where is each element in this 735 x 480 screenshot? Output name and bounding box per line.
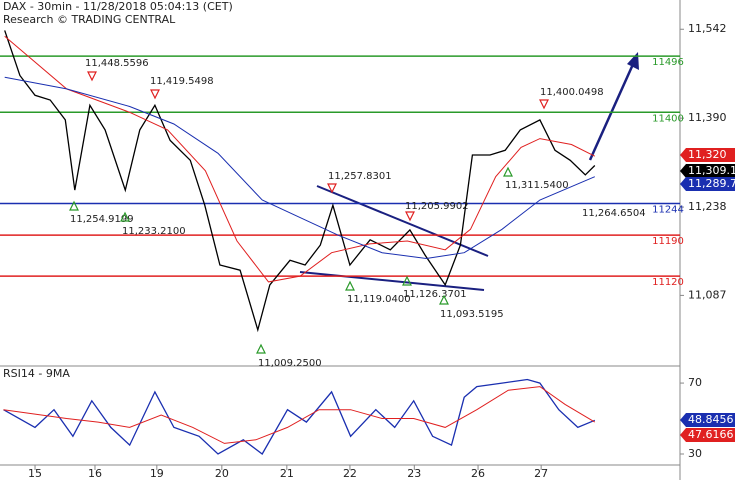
annotation: 11,093.5195 bbox=[440, 309, 504, 320]
price-tag-label: 11,309.1 bbox=[688, 164, 735, 177]
annotation: 11,400.0498 bbox=[540, 87, 604, 98]
price-tag-label: 11,289.7 bbox=[688, 177, 735, 190]
y-tick-label: 11,087 bbox=[688, 288, 727, 301]
price-tag bbox=[680, 148, 735, 162]
series-line bbox=[4, 76, 595, 260]
annotation-marker bbox=[439, 294, 449, 305]
annotation-marker bbox=[402, 275, 412, 286]
level-label: 11496 bbox=[652, 57, 684, 68]
annotation-marker bbox=[256, 343, 266, 354]
annotation: 11,233.2100 bbox=[122, 226, 186, 237]
annotation: 11,257.8301 bbox=[328, 171, 392, 182]
annotation: 11,448.5596 bbox=[85, 58, 149, 69]
trendline bbox=[316, 185, 489, 257]
level-label: 11244 bbox=[652, 205, 684, 216]
annotation: 11,119.0400 bbox=[347, 294, 411, 305]
series-line bbox=[3, 386, 596, 444]
annotation-marker bbox=[120, 211, 130, 222]
price-tag bbox=[680, 413, 735, 427]
x-tick-label: 22 bbox=[343, 467, 357, 480]
x-tick-label: 21 bbox=[280, 467, 294, 480]
x-tick-label: 16 bbox=[88, 467, 102, 480]
annotation: 11,419.5498 bbox=[150, 76, 214, 87]
annotation-marker bbox=[345, 280, 355, 291]
x-tick-label: 27 bbox=[534, 467, 548, 480]
annotation: 11,205.9902 bbox=[405, 201, 469, 212]
level-label: 11400 bbox=[652, 113, 684, 124]
price-tag-label: 47.6166 bbox=[688, 428, 734, 441]
price-tag bbox=[680, 428, 735, 442]
annotation: 11,126.3701 bbox=[403, 289, 467, 300]
level-label: 11120 bbox=[652, 277, 684, 288]
x-tick-label: 19 bbox=[150, 467, 164, 480]
annotation-marker bbox=[69, 200, 79, 211]
rsi-title: RSI14 - 9MA bbox=[3, 367, 70, 380]
x-tick-label: 26 bbox=[471, 467, 485, 480]
annotation-marker bbox=[87, 71, 97, 82]
annotation: 11,009.2500 bbox=[258, 358, 322, 369]
y-tick-label: 30 bbox=[688, 447, 702, 460]
chart-subtitle: Research © TRADING CENTRAL bbox=[3, 13, 176, 26]
annotation-marker bbox=[327, 183, 337, 194]
x-tick-label: 15 bbox=[28, 467, 42, 480]
x-tick-label: 20 bbox=[215, 467, 229, 480]
forecast-arrow bbox=[588, 61, 636, 161]
annotation: 11,264.6504 bbox=[582, 208, 646, 219]
price-tag-label: 11,320 bbox=[688, 148, 727, 161]
annotation-marker bbox=[503, 166, 513, 177]
annotation-marker bbox=[150, 89, 160, 100]
y-tick-label: 11,542 bbox=[688, 22, 727, 35]
annotation: 11,311.5400 bbox=[505, 180, 569, 191]
annotation-marker bbox=[539, 99, 549, 110]
trendline bbox=[299, 271, 485, 291]
y-tick-label: 11,390 bbox=[688, 111, 727, 124]
chart-title: DAX - 30min - 11/28/2018 05:04:13 (CET) bbox=[3, 0, 233, 13]
level-label: 11190 bbox=[652, 236, 684, 247]
series-line bbox=[4, 35, 596, 283]
series-line bbox=[4, 30, 596, 333]
y-tick-label: 11,238 bbox=[688, 200, 727, 213]
x-tick-label: 23 bbox=[407, 467, 421, 480]
price-tag-label: 48.8456 bbox=[688, 413, 734, 426]
series-line bbox=[3, 378, 596, 455]
y-tick-label: 70 bbox=[688, 376, 702, 389]
price-tag bbox=[680, 164, 735, 178]
annotation-marker bbox=[405, 211, 415, 222]
price-tag bbox=[680, 177, 735, 191]
annotation: 11,254.9199 bbox=[70, 214, 134, 225]
